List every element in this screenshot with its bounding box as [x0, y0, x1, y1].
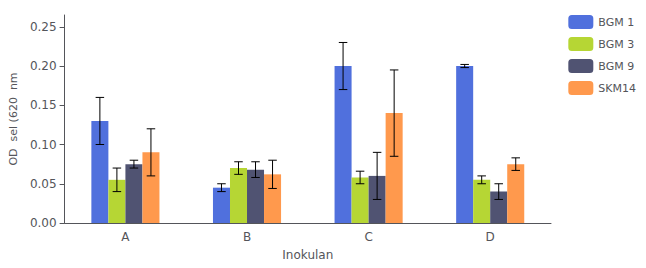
svg-text:SKM14: SKM14	[598, 82, 636, 95]
svg-text:D: D	[486, 230, 495, 244]
svg-text:BGM 3: BGM 3	[598, 38, 634, 51]
svg-text:Inokulan: Inokulan	[282, 248, 333, 262]
svg-text:0.15: 0.15	[30, 98, 57, 112]
svg-text:BGM 9: BGM 9	[598, 60, 634, 73]
svg-text:0.05: 0.05	[30, 177, 57, 191]
svg-text:A: A	[121, 230, 130, 244]
svg-text:0.00: 0.00	[30, 216, 57, 230]
svg-text:0.25: 0.25	[30, 20, 57, 34]
svg-text:0.20: 0.20	[30, 59, 57, 73]
svg-text:0.10: 0.10	[30, 138, 57, 152]
svg-text:B: B	[243, 230, 251, 244]
svg-text:C: C	[364, 230, 372, 244]
svg-text:OD sel (620 nm: OD sel (620 nm	[7, 72, 20, 165]
svg-text:BGM 1: BGM 1	[598, 16, 634, 29]
